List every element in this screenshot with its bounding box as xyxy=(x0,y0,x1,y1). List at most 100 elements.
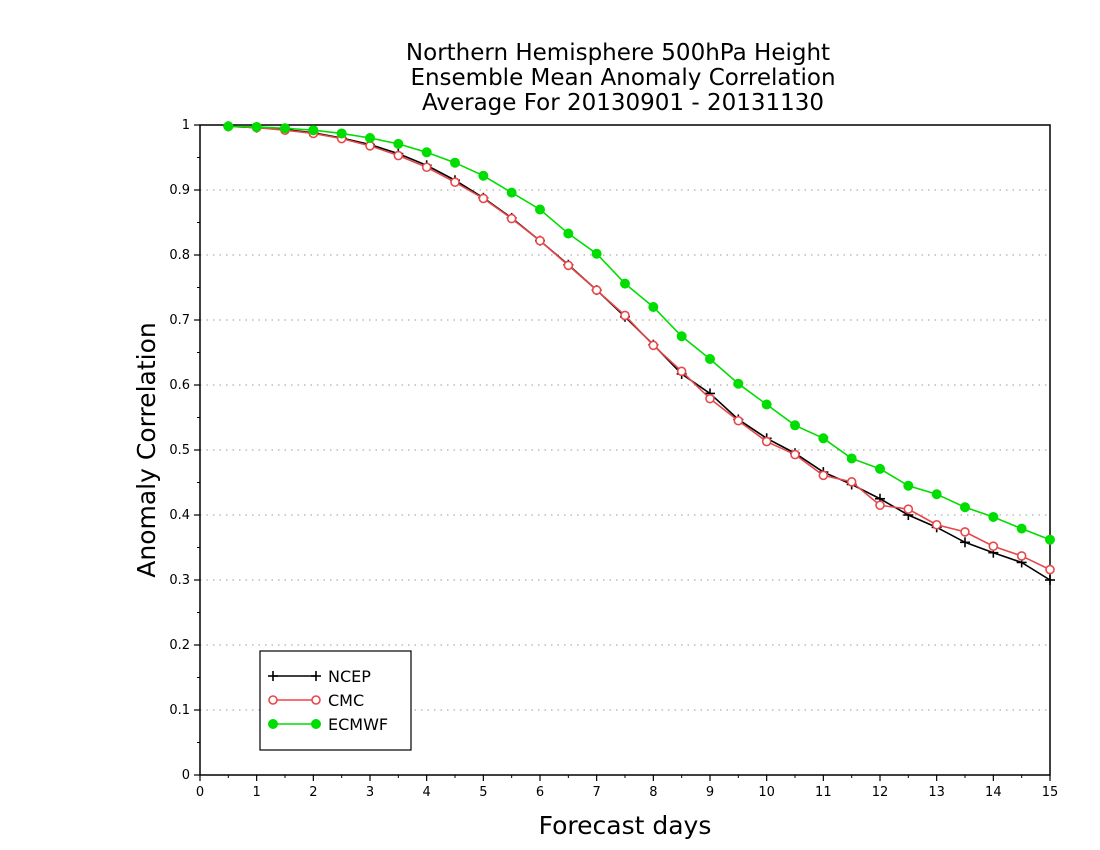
chart-title-line-2: Ensemble Mean Anomaly Correlation xyxy=(410,65,835,91)
x-axis-title: Forecast days xyxy=(539,811,712,840)
data-point-ecmwf xyxy=(818,433,829,444)
chart-title: Northern Hemisphere 500hPa Height Ensemb… xyxy=(406,40,836,116)
data-point-ecmwf xyxy=(393,138,404,149)
data-point-ecmwf xyxy=(676,331,687,342)
data-point-cmc xyxy=(450,177,460,187)
data-point-ecmwf xyxy=(1045,534,1055,545)
legend-marker-ncep xyxy=(268,671,278,681)
y-tick-label: 0.6 xyxy=(169,378,190,393)
chart-title-line-3: Average For 20130901 - 20131130 xyxy=(422,90,824,116)
data-point-cmc xyxy=(506,213,517,224)
y-tick-label: 0.7 xyxy=(169,313,190,328)
data-point-cmc xyxy=(591,285,602,295)
data-point-cmc xyxy=(563,260,574,271)
y-tick-label: 0.1 xyxy=(169,703,190,718)
data-point-ecmwf xyxy=(648,302,659,312)
grid-lines xyxy=(200,124,1050,711)
data-point-ecmwf xyxy=(280,123,290,134)
data-point-cmc xyxy=(676,366,687,377)
data-point-ecmwf xyxy=(761,399,772,410)
y-tick-label: 0 xyxy=(182,768,190,783)
x-tick-label: 3 xyxy=(366,785,374,800)
data-point-cmc xyxy=(761,436,772,447)
x-tick-label: 8 xyxy=(649,785,657,800)
data-point-ecmwf xyxy=(365,133,375,143)
axis-ticks: 00.10.20.30.40.50.60.70.80.910 1 2 3 4 5 6 7 8 9 1… xyxy=(169,118,1058,800)
x-tick-label: 7 xyxy=(593,785,601,800)
data-series xyxy=(223,121,1055,585)
data-point-ecmwf xyxy=(875,463,885,474)
data-point-ncep xyxy=(1045,575,1055,585)
x-tick-label: 9 xyxy=(706,785,714,800)
series-line-cmc xyxy=(228,125,1051,571)
data-point-cmc xyxy=(875,500,885,511)
data-point-cmc xyxy=(960,527,970,537)
data-point-ecmwf xyxy=(988,511,999,522)
data-point-ecmwf xyxy=(563,228,574,239)
y-tick-label: 1 xyxy=(182,118,190,133)
data-point-ecmwf xyxy=(450,157,460,168)
x-tick-label: 0 xyxy=(196,785,204,800)
x-tick-label: 10 xyxy=(758,785,775,800)
x-tick-label: 11 xyxy=(815,785,832,800)
x-tick-label: 15 xyxy=(1042,785,1059,800)
data-point-ecmwf xyxy=(535,204,545,215)
y-axis-title: Anomaly Correlation xyxy=(132,322,161,577)
data-point-cmc xyxy=(393,150,404,161)
data-point-ecmwf xyxy=(308,125,319,136)
legend-marker-cmc xyxy=(268,695,278,705)
data-point-cmc xyxy=(931,519,942,530)
data-point-ecmwf xyxy=(960,502,970,513)
legend: NCEP CMC ECMWF xyxy=(259,650,412,751)
series-line-ecmwf xyxy=(228,125,1051,541)
legend-label-cmc: CMC xyxy=(328,691,364,710)
data-point-cmc xyxy=(1045,564,1055,575)
legend-marker-ecmwf xyxy=(311,719,321,729)
x-tick-label: 5 xyxy=(479,785,487,800)
data-point-ecmwf xyxy=(846,453,857,464)
x-tick-label: 13 xyxy=(928,785,945,800)
data-point-cmc xyxy=(1016,551,1027,561)
legend-marker-ecmwf xyxy=(268,719,278,729)
y-tick-label: 0.2 xyxy=(169,638,190,653)
data-point-cmc xyxy=(705,393,715,404)
legend-marker-cmc xyxy=(311,695,321,705)
y-tick-label: 0.9 xyxy=(169,183,190,198)
data-point-ecmwf xyxy=(223,121,234,132)
data-point-ecmwf xyxy=(1016,523,1027,534)
data-point-ecmwf xyxy=(620,278,630,289)
chart-title-line-1: Northern Hemisphere 500hPa Height xyxy=(406,40,830,66)
series-ncep xyxy=(223,121,1055,585)
data-point-cmc xyxy=(818,470,829,481)
data-point-cmc xyxy=(903,504,914,514)
y-tick-label: 0.4 xyxy=(169,508,190,523)
series-ecmwf xyxy=(223,121,1055,545)
y-tick-label: 0.5 xyxy=(169,443,190,458)
data-point-ecmwf xyxy=(421,147,432,158)
data-point-cmc xyxy=(846,477,857,487)
x-tick-label: 12 xyxy=(872,785,889,800)
data-point-ecmwf xyxy=(336,128,347,139)
data-point-ncep xyxy=(960,537,970,548)
x-tick-label: 4 xyxy=(423,785,431,800)
legend-label-ncep: NCEP xyxy=(328,667,371,686)
data-point-cmc xyxy=(733,415,744,426)
series-line-ncep xyxy=(228,125,1051,581)
y-tick-label: 0.3 xyxy=(169,573,190,588)
data-point-ecmwf xyxy=(931,489,942,500)
data-point-ecmwf xyxy=(506,187,517,198)
data-point-cmc xyxy=(790,449,800,460)
x-tick-label: 2 xyxy=(309,785,317,800)
x-tick-label: 1 xyxy=(253,785,261,800)
data-point-cmc xyxy=(988,541,999,552)
data-point-ecmwf xyxy=(705,354,715,364)
data-point-cmc xyxy=(648,340,659,351)
series-cmc xyxy=(223,121,1055,575)
data-point-cmc xyxy=(620,310,630,321)
legend-marker-ncep xyxy=(311,671,321,681)
data-point-ecmwf xyxy=(790,420,800,431)
data-point-cmc xyxy=(421,162,432,173)
x-tick-label: 6 xyxy=(536,785,544,800)
data-point-ecmwf xyxy=(903,480,914,491)
